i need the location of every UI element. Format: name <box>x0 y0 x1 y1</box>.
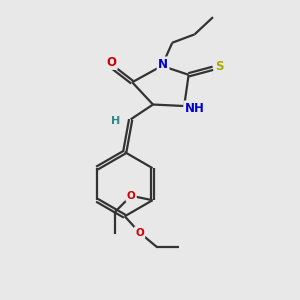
Text: N: N <box>158 58 168 71</box>
Text: O: O <box>106 56 116 68</box>
Text: NH: NH <box>184 102 205 115</box>
Text: O: O <box>135 228 144 238</box>
Text: O: O <box>127 191 136 201</box>
Text: H: H <box>111 116 120 126</box>
Text: S: S <box>215 60 223 73</box>
